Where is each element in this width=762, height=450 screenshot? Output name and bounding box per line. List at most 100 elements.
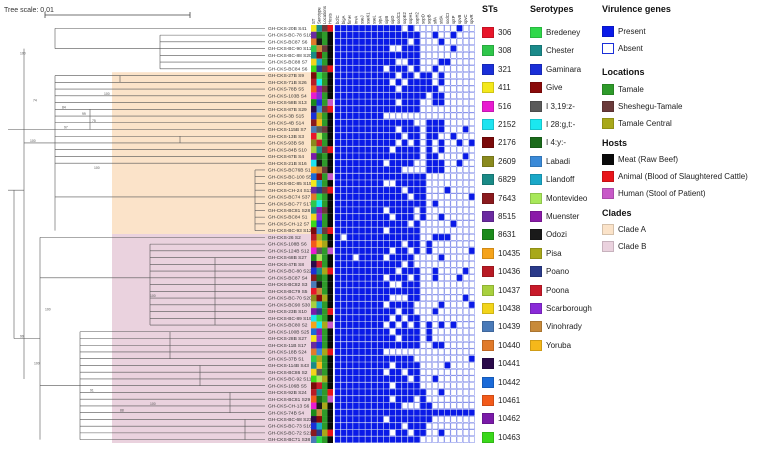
virulence-gene-cell (334, 409, 341, 416)
virulence-gene-cell (456, 409, 463, 416)
virulence-gene-cell (365, 409, 371, 416)
virulence-gene-cell (371, 45, 378, 52)
st-cell (311, 173, 317, 181)
virulence-gene-cell (395, 375, 402, 382)
virulence-gene-cell (426, 342, 432, 349)
virulence-gene-cell (371, 261, 378, 268)
virulence-gene-cell (334, 234, 341, 241)
virulence-gene-cell (371, 31, 378, 39)
virulence-gene-cell (444, 409, 451, 416)
virulence-gene-cell (462, 395, 469, 403)
virulence-gene-cell (340, 45, 347, 52)
bootstrap-value: 74 (33, 99, 37, 103)
virulence-gene-cell (353, 213, 359, 221)
virulence-gene-cell (426, 234, 432, 241)
location-cell (322, 422, 328, 430)
virulence-gene-cell (365, 65, 371, 72)
virulence-gene-cell (365, 207, 371, 214)
virulence-gene-cell (450, 416, 457, 423)
virulence-gene-cell (426, 45, 432, 52)
st-legend-label: 8515 (498, 212, 516, 221)
serotype-legend-swatch (530, 63, 542, 75)
virulence-gene-cell (347, 79, 353, 86)
virulence-gene-cell (450, 240, 457, 248)
virulence-gene-cell (395, 119, 402, 126)
virulence-gene-cell (456, 240, 463, 248)
virulence-gene-cell (469, 126, 475, 133)
virulence-gene-cell (340, 166, 347, 173)
column-header: sodC1 (396, 11, 401, 24)
virulence-gene-cell (414, 227, 420, 234)
virulence-gene-cell (383, 368, 390, 376)
virulence-gene-cell (444, 79, 451, 86)
virulence-gene-cell (365, 126, 371, 133)
virulence-gene-cell (395, 281, 402, 288)
virulence-gene-cell (395, 274, 402, 281)
serotype-cell (316, 220, 322, 228)
virulence-gene-cell (383, 139, 390, 147)
virulence-gene-cell (420, 200, 426, 207)
virulence-gene-cell (450, 126, 457, 133)
taxon-label: GH-CKS-BC86 S2 (268, 370, 308, 376)
virulence-gene-cell (340, 65, 347, 72)
serotype-cell (316, 153, 322, 160)
virulence-gene-cell (371, 362, 378, 369)
virulence-gene-cell (353, 173, 359, 180)
virulence-gene-cell (462, 389, 469, 396)
virulence-gene-cell (340, 416, 347, 423)
st-legend-label: 10461 (498, 396, 521, 405)
virulence-gene-cell (444, 240, 451, 248)
virulence-gene-cell (450, 106, 457, 113)
virulence-gene-cell (420, 308, 426, 315)
virulence-gene-cell (401, 213, 408, 221)
virulence-gene-cell (462, 213, 469, 221)
virulence-gene-cell (420, 389, 426, 396)
virulence-gene-cell (359, 65, 365, 72)
virulence-gene-cell (371, 213, 378, 221)
virulence-gene-cell (383, 308, 390, 315)
virulence-gene-cell (365, 146, 371, 153)
virulence-gene-cell (340, 395, 347, 403)
host-cell (327, 119, 333, 127)
virulence-gene-cell (469, 112, 475, 120)
virulence-gene-cell (462, 254, 469, 261)
virulence-gene-cell (395, 355, 402, 362)
virulence-gene-cell (456, 106, 463, 113)
virulence-gene-cell (444, 342, 451, 349)
virulence-gene-cell (414, 261, 420, 268)
column-header: bigA (341, 15, 346, 24)
location-cell (322, 132, 328, 140)
virulence-gene-cell (389, 294, 396, 302)
location-cell (322, 395, 328, 403)
taxon-label: GH-CKS-106B S5 (268, 383, 307, 389)
virulence-gene-cell (420, 294, 426, 302)
taxon-label: GH-CKS-92B S24 (268, 390, 307, 396)
virulence-gene-cell (347, 321, 353, 329)
virulence-gene-cell (444, 321, 451, 329)
virulence-gene-cell (432, 335, 439, 342)
virulence-gene-cell (414, 213, 420, 221)
virulence-gene-cell (383, 294, 390, 302)
virulence-gene-cell (408, 436, 414, 443)
virulence-gene-cell (469, 315, 475, 322)
virulence-gene-cell (438, 126, 445, 133)
column-header: spvR (469, 14, 474, 24)
virulence-gene-cell (469, 31, 475, 39)
virulence-gene-cell (426, 166, 432, 173)
virulence-gene-cell (456, 342, 463, 349)
virulence-gene-cell (365, 153, 371, 160)
virulence-gene-cell (353, 436, 359, 443)
virulence-gene-cell (444, 173, 451, 180)
virulence-gene-cell (456, 186, 463, 194)
virulence-gene-cell (395, 261, 402, 268)
virulence-gene-cell (401, 159, 408, 167)
host-cell (327, 368, 333, 376)
virulence-gene-cell (377, 348, 384, 356)
virulence-gene-cell (420, 25, 426, 32)
virulence-gene-cell (365, 281, 371, 288)
virulence-gene-cell (365, 402, 371, 409)
clade-legend-swatch (602, 241, 614, 252)
virulence-gene-cell (469, 146, 475, 153)
st-legend-label: 2152 (498, 120, 516, 129)
virulence-gene-cell (401, 220, 408, 227)
